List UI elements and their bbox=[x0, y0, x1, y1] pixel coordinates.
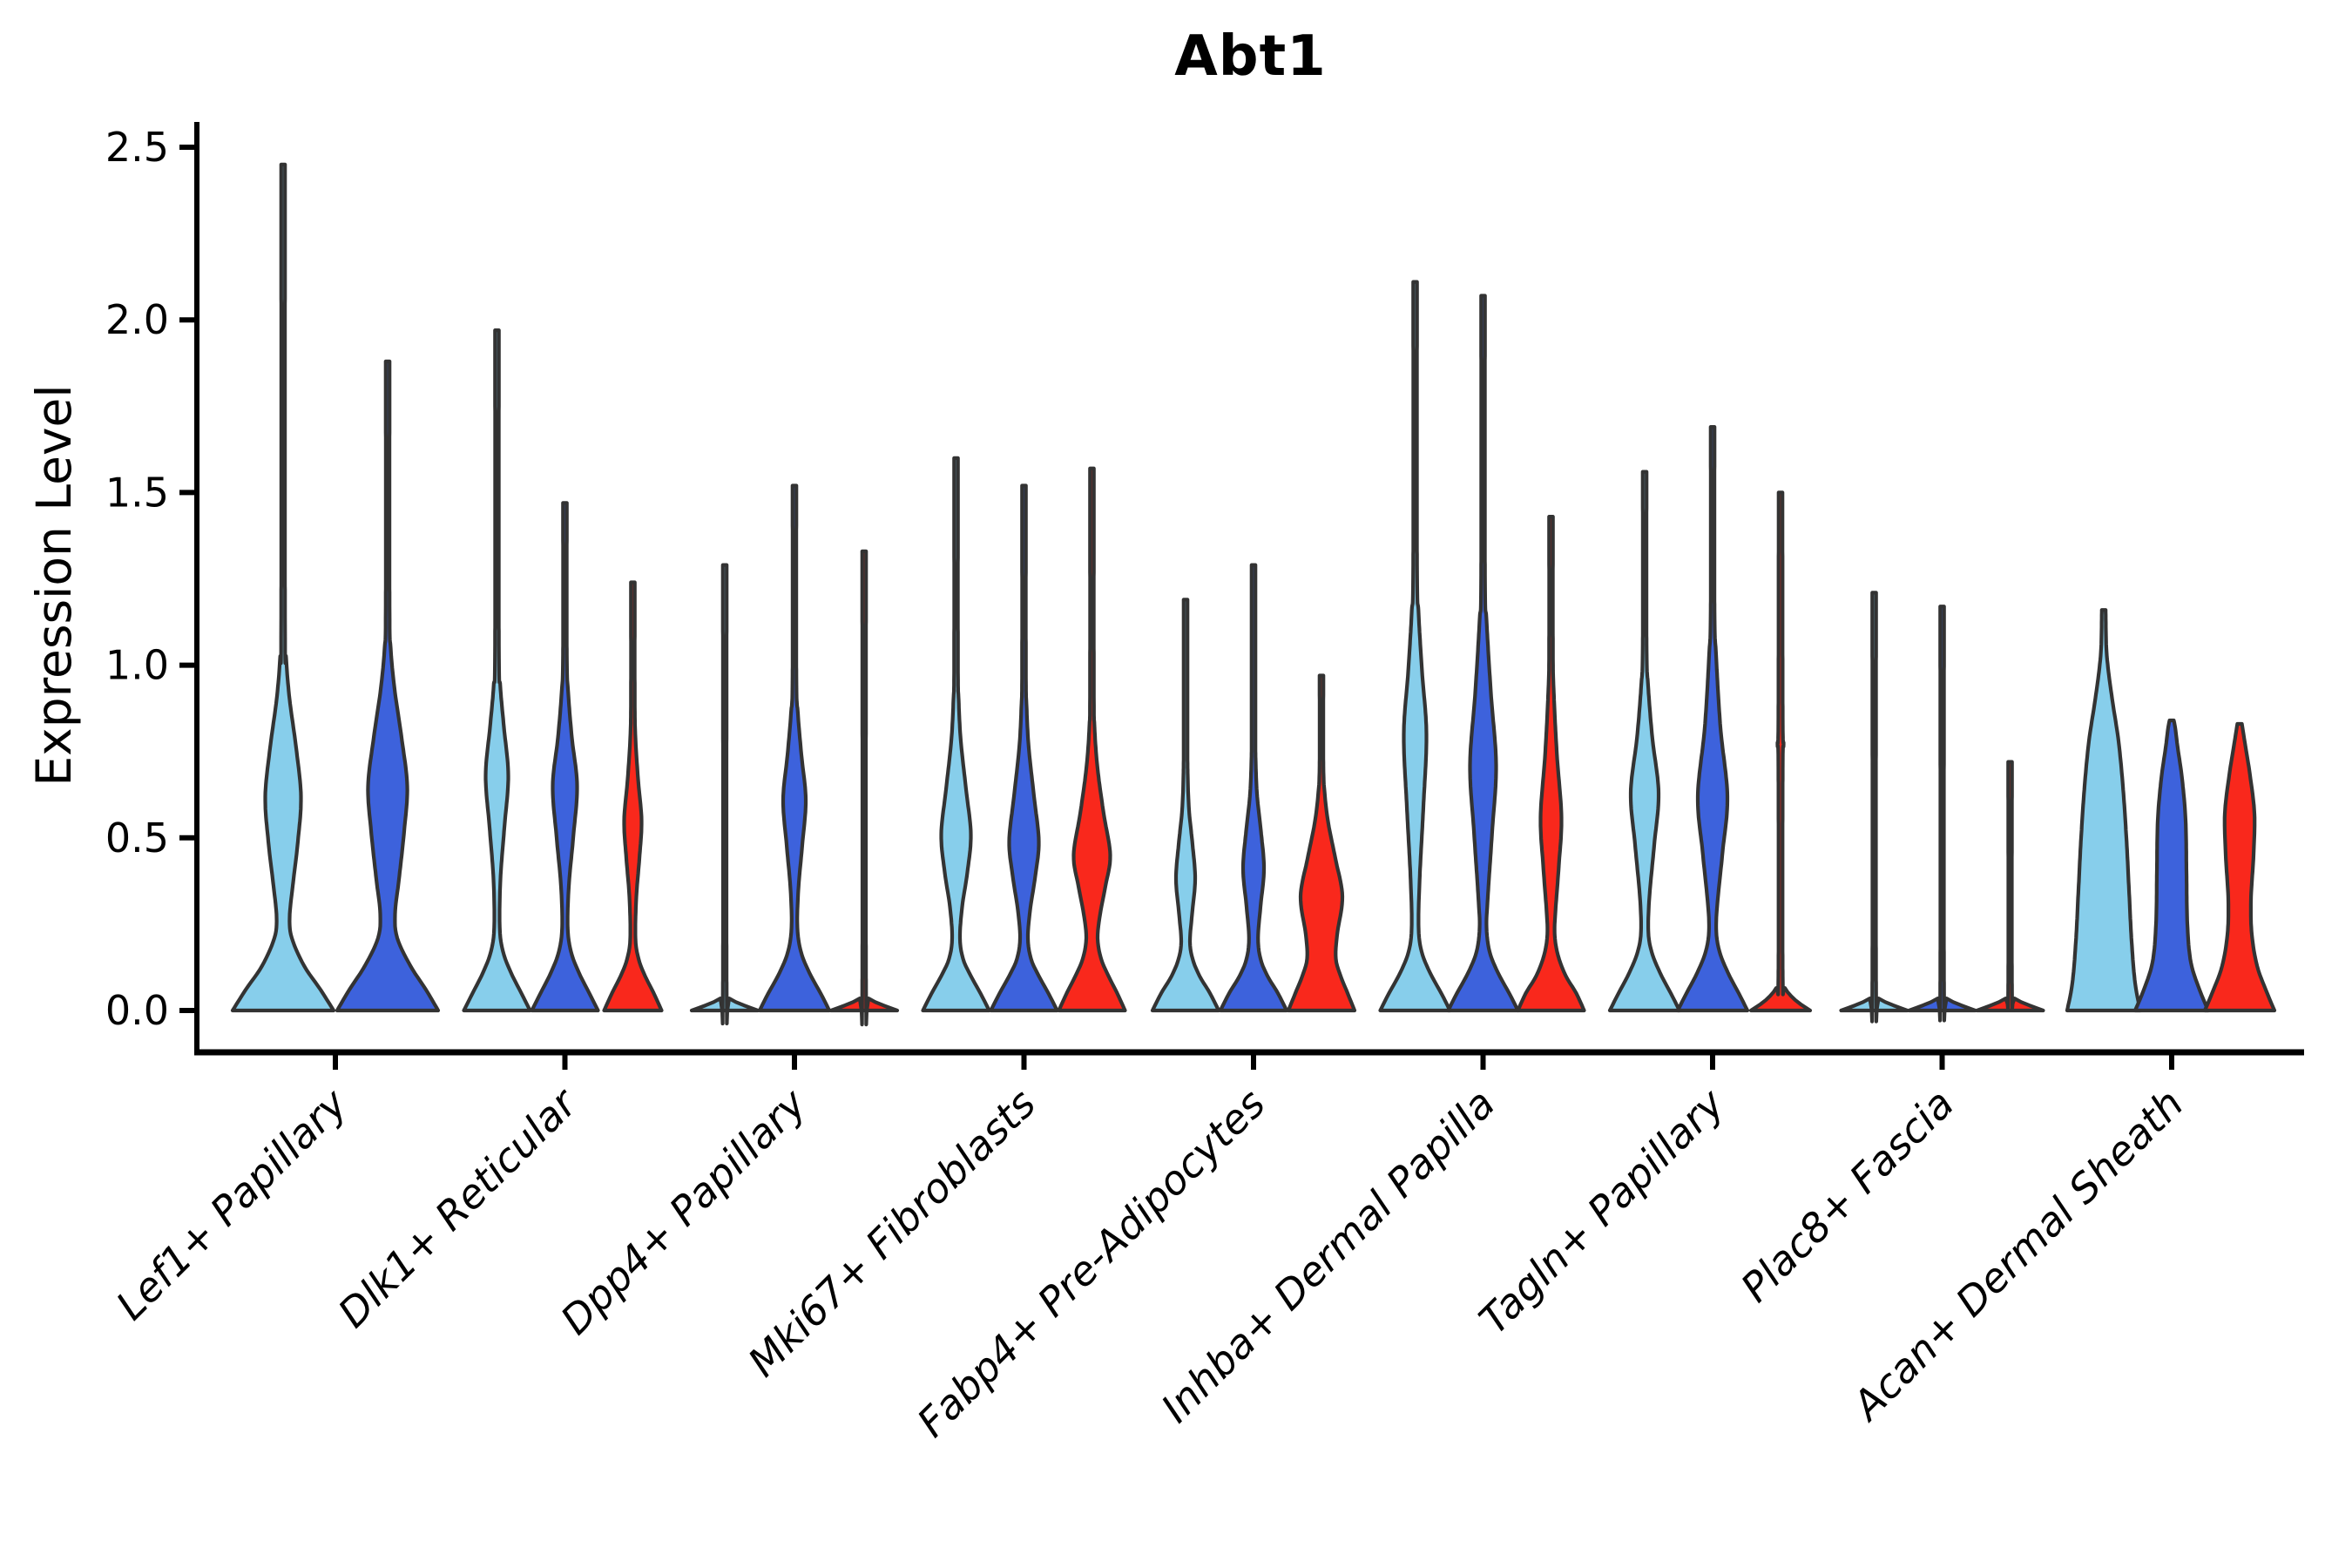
x-tick-label-dpp4-papillary: Dpp4+ Papillary bbox=[551, 1079, 815, 1343]
violin-fabp4-pre-adipocytes-royal_blue bbox=[1218, 563, 1289, 1013]
violin-dpp4-papillary-royal_blue bbox=[757, 483, 832, 1013]
violin-dpp4-papillary-red bbox=[828, 549, 900, 1027]
violin-plac8-fascia-red bbox=[1975, 760, 2045, 1013]
violin-fabp4-pre-adipocytes-red bbox=[1286, 673, 1357, 1013]
violin-inhba-dermal-papilla-light_blue bbox=[1378, 280, 1452, 1013]
violin-inhba-dermal-papilla-red bbox=[1516, 515, 1586, 1013]
y-tick-label: 0.0 bbox=[105, 987, 169, 1034]
violin-mki67-fibroblasts-royal_blue bbox=[989, 483, 1059, 1013]
y-tick-label: 1.5 bbox=[105, 469, 169, 516]
violin-inhba-dermal-papilla-royal_blue bbox=[1446, 294, 1520, 1013]
violin-mki67-fibroblasts-light_blue bbox=[921, 456, 991, 1013]
violin-fabp4-pre-adipocytes-light_blue bbox=[1150, 598, 1221, 1013]
violins-layer bbox=[230, 162, 2277, 1027]
violin-plac8-fascia-light_blue bbox=[1839, 591, 1909, 1024]
violin-dlk1-reticular-royal_blue bbox=[530, 501, 600, 1013]
x-tick-label-plac8-fascia: Plac8+ Fascia bbox=[1732, 1080, 1963, 1311]
x-tick-label-dlk1-reticular: Dlk1+ Reticular bbox=[329, 1078, 588, 1336]
violin-dlk1-reticular-red bbox=[602, 580, 664, 1013]
y-tick-label: 1.0 bbox=[105, 642, 169, 689]
x-tick-label-lef1-papillary: Lef1+ Papillary bbox=[107, 1079, 356, 1328]
violin-tagln-papillary-light_blue bbox=[1607, 470, 1682, 1013]
y-tick-label: 2.5 bbox=[105, 124, 169, 171]
violin-acan-dermal-sheath-red bbox=[2202, 721, 2277, 1013]
violin-dpp4-papillary-light_blue bbox=[689, 563, 760, 1026]
x-tick-label-tagln-papillary: Tagln+ Papillary bbox=[1470, 1079, 1734, 1343]
violin-acan-dermal-sheath-light_blue bbox=[2065, 608, 2143, 1013]
violin-dlk1-reticular-light_blue bbox=[462, 328, 532, 1013]
y-tick-label: 0.5 bbox=[105, 814, 169, 862]
violin-acan-dermal-sheath-royal_blue bbox=[2132, 718, 2211, 1013]
chart-title: Abt1 bbox=[1174, 24, 1327, 89]
y-tick-label: 2.0 bbox=[105, 296, 169, 343]
violin-mki67-fibroblasts-red bbox=[1057, 466, 1127, 1013]
violin-lef1-papillary-royal_blue bbox=[335, 359, 441, 1013]
violin-lef1-papillary-light_blue bbox=[230, 162, 336, 1013]
violin-tagln-papillary-red bbox=[1748, 490, 1813, 1013]
violin-tagln-papillary-royal_blue bbox=[1675, 425, 1750, 1013]
violin-plac8-fascia-royal_blue bbox=[1907, 605, 1977, 1023]
